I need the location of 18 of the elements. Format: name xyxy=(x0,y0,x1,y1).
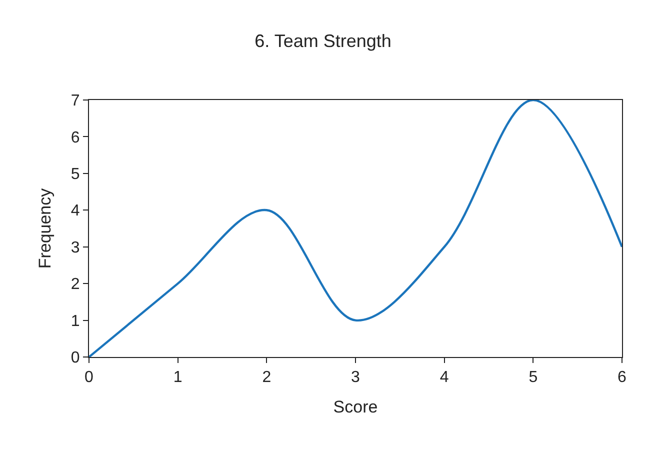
x-tick-label: 5 xyxy=(528,369,538,386)
y-tick-label: 4 xyxy=(70,202,80,220)
x-tick-label: 4 xyxy=(440,369,449,386)
y-axis-title: Frequency xyxy=(35,188,54,269)
y-tick-label: 5 xyxy=(70,166,80,184)
x-tick-label: 3 xyxy=(351,369,360,386)
x-axis-title: Score xyxy=(333,398,378,417)
y-tick-label: 2 xyxy=(70,276,80,294)
x-tick-label: 6 xyxy=(618,369,627,386)
x-tick-label: 1 xyxy=(173,369,182,386)
y-tick-label: 0 xyxy=(70,350,80,367)
chart-title: 6. Team Strength xyxy=(254,31,392,52)
y-tick-label: 7 xyxy=(70,92,80,110)
y-tick-label: 3 xyxy=(70,239,80,256)
y-tick-label: 1 xyxy=(70,312,80,330)
y-tick-label: 6 xyxy=(70,129,80,146)
x-tick-label: 0 xyxy=(84,369,94,386)
x-tick-label: 2 xyxy=(262,369,272,386)
